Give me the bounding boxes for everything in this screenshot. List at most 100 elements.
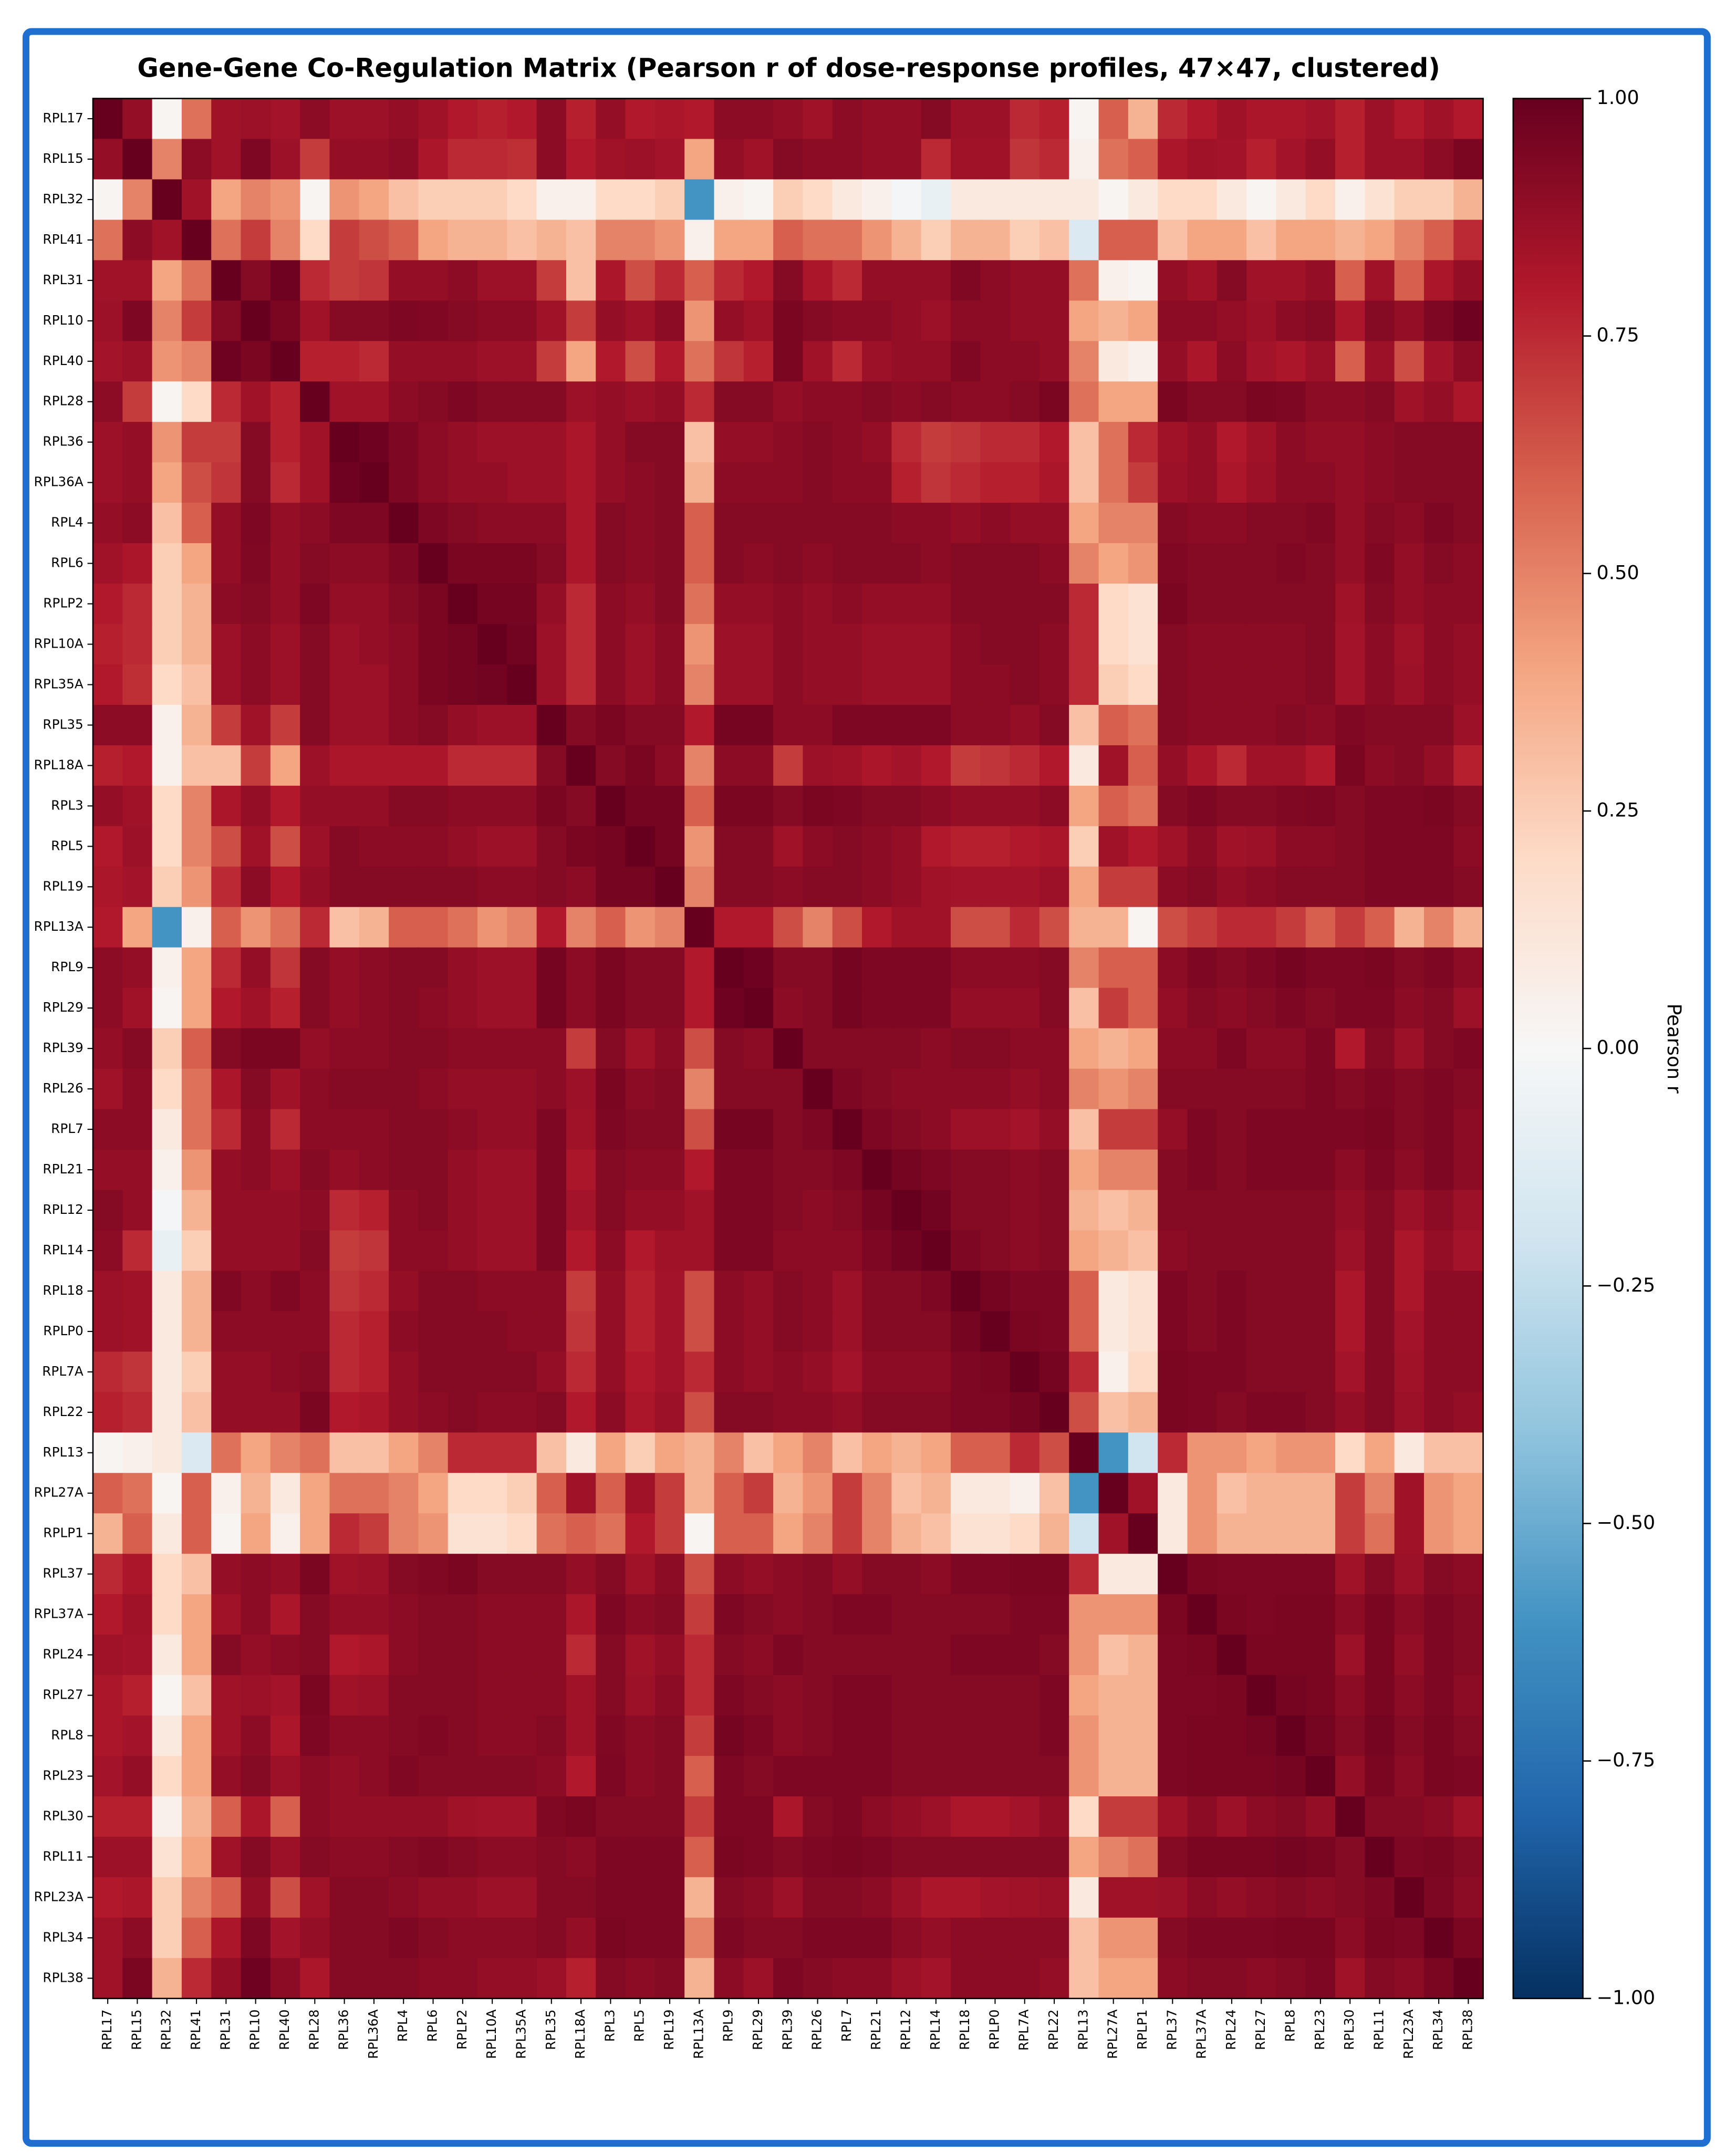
cell — [654, 260, 685, 301]
cell — [448, 1230, 479, 1272]
cell — [241, 1109, 271, 1150]
cell — [1305, 543, 1336, 585]
cell — [891, 260, 922, 301]
cell — [300, 664, 330, 706]
cell — [714, 1635, 744, 1676]
cell — [1365, 422, 1395, 463]
cell — [1010, 300, 1040, 342]
cell — [448, 704, 479, 746]
cell — [566, 826, 597, 867]
cell — [270, 503, 301, 544]
cell — [329, 1958, 360, 1999]
cell — [773, 1594, 804, 1636]
cell — [152, 1917, 182, 1959]
cell — [566, 1392, 597, 1433]
cell — [596, 1594, 626, 1636]
cell — [1394, 624, 1425, 665]
cell — [743, 664, 774, 706]
cell — [1276, 422, 1306, 463]
cell — [1246, 1230, 1277, 1272]
x-tick-label: RPL23A — [1401, 2010, 1416, 2059]
cell — [1276, 1836, 1306, 1878]
cell — [1453, 220, 1484, 261]
cell — [596, 1271, 626, 1312]
cell — [1335, 1351, 1366, 1393]
cell — [1098, 1756, 1129, 1797]
cell — [1069, 1675, 1099, 1717]
cell — [625, 866, 656, 908]
cell — [211, 1917, 242, 1959]
cell — [1069, 1715, 1099, 1757]
cell — [1394, 1311, 1425, 1353]
cell — [714, 1675, 744, 1717]
cell — [684, 1836, 715, 1878]
cell — [1010, 1877, 1040, 1918]
cell — [1423, 704, 1454, 746]
cell — [1246, 1068, 1277, 1110]
cell — [625, 1351, 656, 1393]
cell — [1128, 745, 1159, 786]
cell — [566, 1028, 597, 1069]
cell — [477, 826, 508, 867]
cell — [389, 947, 419, 989]
cell — [1394, 1715, 1425, 1757]
cell — [448, 381, 479, 423]
cell — [359, 1028, 390, 1069]
cell — [359, 1351, 390, 1393]
cell — [1217, 1068, 1248, 1110]
cell — [122, 1311, 153, 1353]
cell — [743, 704, 774, 746]
cell — [270, 1554, 301, 1595]
cell — [507, 1190, 537, 1231]
cell — [1010, 1311, 1040, 1353]
cell — [359, 179, 390, 221]
cell — [1453, 624, 1484, 665]
cell — [625, 220, 656, 261]
cell — [181, 300, 212, 342]
cell — [477, 947, 508, 989]
cell — [1158, 260, 1188, 301]
cell — [1276, 826, 1306, 867]
cell — [980, 179, 1011, 221]
cell — [270, 1675, 301, 1717]
cell — [1217, 947, 1248, 989]
cell — [507, 341, 537, 382]
cell — [743, 1149, 774, 1191]
cell — [596, 341, 626, 382]
cell — [803, 300, 833, 342]
cell — [743, 1109, 774, 1150]
cell — [1217, 1149, 1248, 1191]
cell — [241, 381, 271, 423]
x-tick-label: RPL7 — [839, 2010, 854, 2042]
cell — [1098, 745, 1129, 786]
cell — [596, 1028, 626, 1069]
x-tick-label: RPL35 — [543, 2010, 558, 2050]
cell — [211, 1311, 242, 1353]
x-tick-label: RPL19 — [661, 2010, 677, 2050]
cell — [1305, 341, 1336, 382]
cell — [891, 1392, 922, 1433]
cell — [418, 341, 449, 382]
cell — [1365, 1513, 1395, 1555]
cell — [477, 1028, 508, 1069]
cell — [654, 1149, 685, 1191]
cell — [1187, 1190, 1218, 1231]
cell — [1423, 381, 1454, 423]
cell — [1158, 1190, 1188, 1231]
y-tick-label: RPL26 — [43, 1080, 83, 1096]
cell — [714, 745, 744, 786]
cell — [1453, 98, 1484, 140]
cell — [1394, 1796, 1425, 1837]
cell — [329, 785, 360, 827]
cell — [1365, 462, 1395, 504]
cell — [921, 1594, 952, 1636]
cell — [152, 300, 182, 342]
cell — [1423, 1351, 1454, 1393]
cell — [596, 1513, 626, 1555]
cell — [1305, 1594, 1336, 1636]
cell — [300, 1068, 330, 1110]
cell — [1039, 1635, 1070, 1676]
cell — [803, 220, 833, 261]
cell — [1365, 866, 1395, 908]
cell — [1158, 543, 1188, 585]
